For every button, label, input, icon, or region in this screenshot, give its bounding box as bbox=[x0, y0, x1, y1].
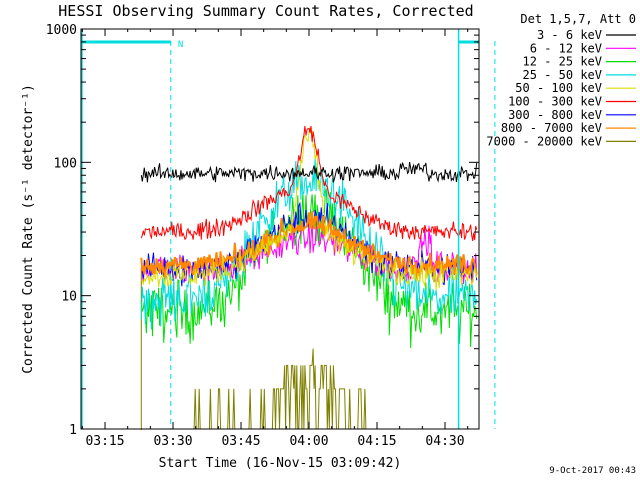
x-axis-label: Start Time (16-Nov-15 03:09:42) bbox=[159, 456, 402, 471]
plot-frame bbox=[80, 28, 480, 430]
legend-title: Det 1,5,7, Att 0 bbox=[520, 12, 636, 26]
legend-label: 800 - 7000 keV bbox=[501, 121, 602, 135]
legend-label: 3 - 6 keV bbox=[537, 28, 602, 42]
x-tick-label: 04:00 bbox=[289, 434, 328, 449]
x-tick-label: 04:15 bbox=[357, 434, 396, 449]
y-tick-label: 1 bbox=[69, 423, 77, 438]
legend-label: 6 - 12 keV bbox=[530, 41, 602, 55]
chart-title: HESSI Observing Summary Count Rates, Cor… bbox=[58, 2, 473, 20]
x-tick-label: 03:15 bbox=[85, 434, 124, 449]
y-tick-label: 1000 bbox=[46, 23, 77, 38]
series-line bbox=[141, 127, 478, 291]
x-tick-label: 03:45 bbox=[221, 434, 260, 449]
series-line bbox=[140, 161, 478, 183]
legend-label: 7000 - 20000 keV bbox=[486, 134, 602, 148]
series-line bbox=[140, 156, 478, 330]
annotation-label: N bbox=[178, 40, 183, 50]
y-axis-label: Corrected Count Rate (s⁻¹ detector⁻¹) bbox=[21, 84, 36, 374]
legend-label: 300 - 800 keV bbox=[508, 108, 602, 122]
legend-label: 25 - 50 keV bbox=[523, 68, 602, 82]
y-tick-label: 100 bbox=[54, 156, 77, 171]
legend-label: 100 - 300 keV bbox=[508, 95, 602, 109]
legend-label: 12 - 25 keV bbox=[523, 55, 602, 69]
series-layer bbox=[140, 125, 478, 431]
legend-label: 50 - 100 keV bbox=[515, 81, 602, 95]
axis-layer: 03:15 03:30 03:45 04:00 04:15 04:30 1 10 100 1000 bbox=[46, 23, 479, 449]
x-tick-label: 04:30 bbox=[425, 434, 464, 449]
series-line bbox=[140, 125, 478, 241]
render-timestamp: 9-Oct-2017 00:43 bbox=[549, 466, 636, 476]
y-tick-label: 10 bbox=[61, 290, 77, 305]
x-tick-label: 03:30 bbox=[153, 434, 192, 449]
annotation-layer: N bbox=[81, 29, 496, 429]
